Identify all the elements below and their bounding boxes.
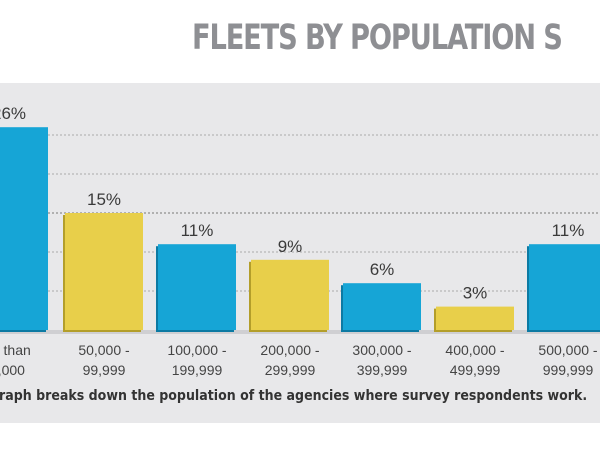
bar [436,306,514,330]
chart-caption: graph breaks down the population of the … [0,388,588,404]
bar [158,244,236,330]
data-label: 6% [370,260,395,279]
bar [65,213,143,330]
x-tick-label: 200,000 - [260,342,319,358]
bar [251,259,329,330]
data-label: 3% [463,284,488,303]
data-label: 11% [552,221,585,240]
x-tick-label: 399,999 [357,362,408,378]
x-tick-label: 50,000 - [78,342,130,358]
x-tick-label: 99,999 [83,362,126,378]
x-tick-label: 299,999 [265,362,316,378]
bar [529,244,600,330]
x-tick-label: 999,999 [543,362,594,378]
data-label: 9% [278,237,303,256]
x-tick-label: 100,000 - [167,342,226,358]
bar [0,127,48,330]
bar [343,283,421,330]
x-tick-label: 400,000 - [445,342,504,358]
x-tick-label: 500,000 - [538,342,597,358]
x-tick-label: ),000 [0,362,25,378]
x-tick-label: er than [0,342,31,358]
x-tick-label: 199,999 [172,362,223,378]
x-tick-label: 300,000 - [352,342,411,358]
x-tick-label: 499,999 [450,362,501,378]
chart-title: FLEETS BY POPULATION S [192,18,563,58]
data-label: 11% [181,221,214,240]
data-label: 26% [0,104,26,123]
data-label: 15% [87,190,121,209]
